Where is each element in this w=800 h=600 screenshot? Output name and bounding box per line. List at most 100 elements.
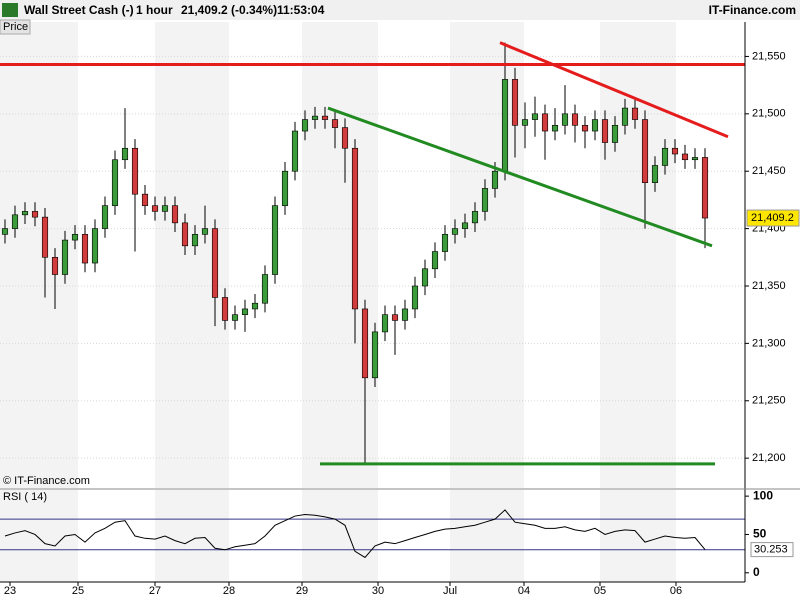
candle-body (441, 234, 449, 252)
candle-body (431, 251, 439, 270)
instrument: Wall Street Cash (-) (24, 3, 134, 17)
candle-body (591, 119, 599, 132)
candle-body (541, 113, 549, 132)
candle-body (301, 119, 309, 132)
candle-body (701, 157, 709, 219)
watermark: © IT-Finance.com (3, 475, 90, 487)
candle-body (11, 214, 19, 229)
candle-body (111, 159, 119, 206)
candle-body (341, 127, 349, 149)
candle-body (351, 147, 359, 310)
rsi-last-box (750, 542, 794, 558)
candle-body (481, 188, 489, 212)
candle-body (391, 314, 399, 321)
candle-body (531, 113, 539, 120)
candle-body (631, 107, 639, 120)
day-band (155, 490, 229, 582)
candle-body (41, 216, 49, 258)
y-tick-label: 0 (753, 565, 760, 579)
axes: 21,20021,25021,30021,35021,40021,45021,5… (0, 22, 800, 597)
day-bands (0, 22, 676, 582)
candle-body (371, 331, 379, 379)
header: Wall Street Cash (-) 1 hour 21,409.2 (-0… (2, 3, 796, 17)
candle-body (161, 205, 169, 212)
x-tick-label: 04 (518, 585, 530, 597)
candle-body (651, 165, 659, 183)
candle-body (101, 205, 109, 229)
price-label-box (0, 19, 31, 35)
candle-body (641, 119, 649, 183)
y-tick-label: 50 (753, 527, 767, 541)
candle-body (611, 125, 619, 143)
candle-body (241, 308, 249, 315)
x-tick-label: 06 (670, 585, 682, 597)
price-title: Price (3, 21, 28, 33)
candle-body (141, 193, 149, 206)
y-tick-label: 21,300 (752, 337, 786, 349)
candle-body (261, 274, 269, 304)
rsi-title: RSI ( 14) (3, 491, 47, 503)
candle-body (521, 119, 529, 126)
candle-body (501, 79, 509, 172)
candle-body (621, 107, 629, 126)
candle-body (251, 302, 259, 310)
candle-body (271, 205, 279, 275)
candle-body (231, 314, 239, 321)
y-tick-label: 100 (753, 488, 773, 502)
candle-body (31, 211, 39, 218)
x-tick-label: 27 (149, 585, 161, 597)
candle-body (81, 234, 89, 264)
x-tick-label: 30 (372, 585, 384, 597)
candle-body (61, 239, 69, 275)
candle-body (91, 228, 99, 264)
rsi-line (4, 509, 706, 559)
candle-body (21, 211, 29, 216)
day-band (600, 22, 676, 488)
day-band (302, 490, 378, 582)
candle-body (471, 211, 479, 224)
candle-body (661, 147, 669, 166)
x-tick-label: 28 (223, 585, 235, 597)
last-price: 21,409.2 (-0.34%) (181, 3, 277, 17)
candle-body (51, 256, 59, 275)
x-tick-label: 05 (594, 585, 606, 597)
candle-body (211, 228, 219, 298)
candle-body (121, 147, 129, 161)
candle-body (1, 228, 9, 235)
y-tick-label: 21,500 (752, 108, 786, 120)
x-tick-label: 25 (72, 585, 84, 597)
y-tick-label: 21,550 (752, 50, 786, 62)
x-tick-label: 23 (4, 585, 16, 597)
header-bar (0, 0, 800, 20)
brand: IT-Finance.com (709, 3, 796, 17)
candle-body (551, 125, 559, 132)
price-panel (0, 41, 745, 466)
day-band (302, 22, 378, 488)
rsi-last-label: 30.253 (754, 544, 788, 556)
candle-body (281, 170, 289, 206)
candle-body (671, 147, 679, 155)
candle-body (601, 119, 609, 143)
candle-body (131, 147, 139, 195)
trend-line (327, 106, 713, 248)
candle-body (451, 228, 459, 235)
candle-body (311, 115, 319, 120)
x-tick-label: 29 (296, 585, 308, 597)
interval: 1 hour (136, 3, 173, 17)
candle-body (581, 125, 589, 132)
candle-body (571, 113, 579, 126)
candle-body (321, 115, 329, 120)
candle-body (151, 205, 159, 212)
y-tick-label: 21,450 (752, 165, 786, 177)
last-price-label: 21,409.2 (751, 212, 794, 224)
candle-body (361, 308, 369, 379)
candle-body (411, 285, 419, 310)
candle-body (421, 268, 429, 287)
candle-body (201, 228, 209, 235)
last-price-box (746, 209, 800, 227)
candle-body (491, 170, 499, 189)
candle-body (331, 119, 339, 128)
